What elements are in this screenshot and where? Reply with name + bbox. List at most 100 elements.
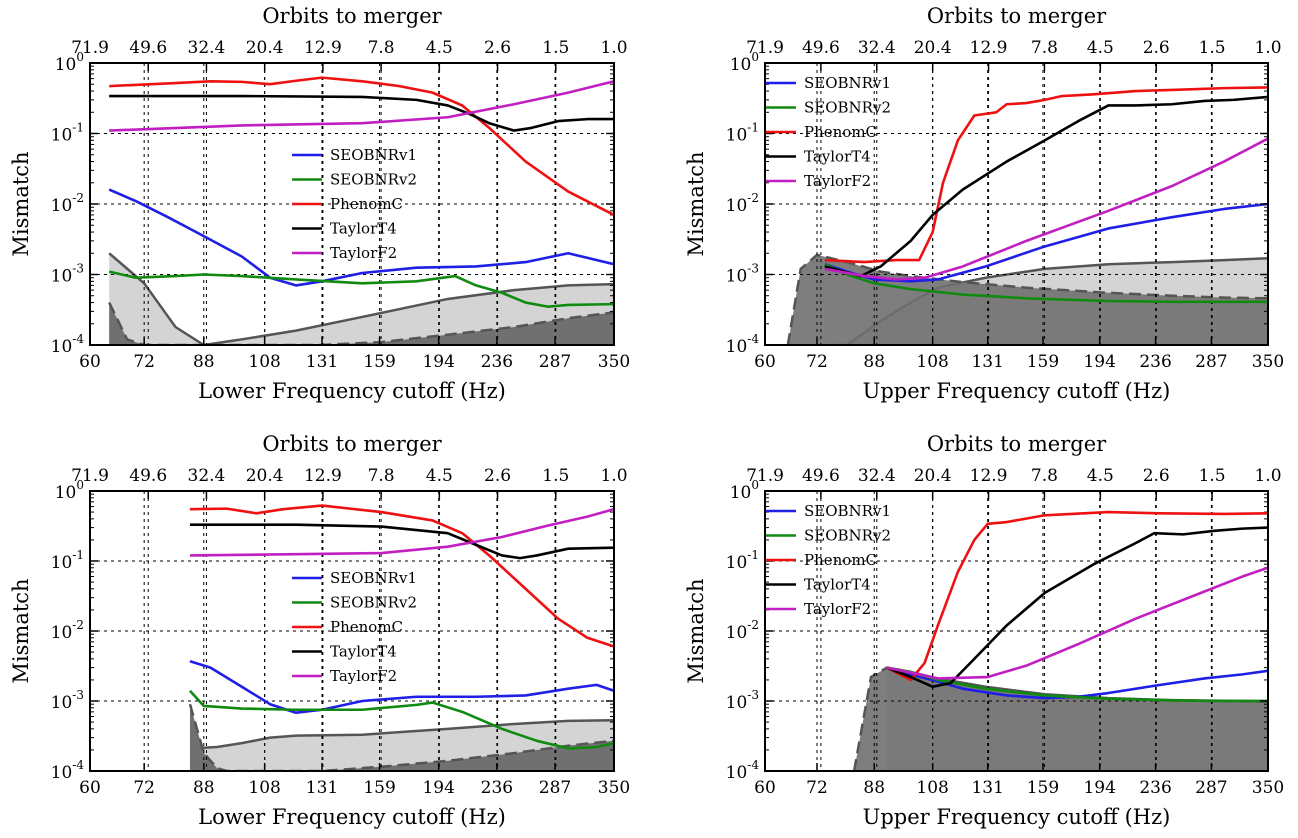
top-tick-label: 32.4: [858, 38, 896, 58]
x-tick-label: 350: [1252, 352, 1284, 372]
x-tick-label: 60: [79, 778, 101, 798]
band-dark-area: [109, 302, 614, 345]
legend-label: SEOBNRv1: [330, 146, 417, 164]
top-tick-label: 12.9: [970, 466, 1008, 486]
band-dark-edge: [108, 302, 614, 345]
top-tick-label: 7.8: [368, 38, 395, 58]
top-tick-label: 32.4: [188, 466, 226, 486]
x-tick-label: 159: [363, 778, 395, 798]
band-light-edge: [189, 719, 614, 750]
y-tick-label: 10-2: [726, 191, 759, 216]
x-tick-label: 236: [481, 778, 513, 798]
series-line-taylort4: [886, 526, 1268, 689]
top-axis-title: Orbits to merger: [262, 4, 442, 28]
legend-label: TaylorT4: [330, 220, 397, 238]
x-tick-label: 287: [539, 778, 571, 798]
grid: [765, 63, 1268, 345]
top-tick-label: 20.4: [246, 466, 284, 486]
top-tick-label: 12.9: [304, 466, 342, 486]
x-axis-title: Upper Frequency cutoff (Hz): [863, 805, 1171, 829]
series-lines: [108, 76, 614, 308]
series-line-taylort4: [189, 523, 614, 560]
x-tick-label: 194: [422, 352, 454, 372]
y-tick-label: 10-2: [726, 618, 759, 643]
x-tick-label: 236: [481, 352, 513, 372]
panel-top-left: 60 72 88 108 131 159 194 236 287 350 71.9 49.6 32.4 2…: [9, 4, 630, 403]
x-tick-label: 88: [863, 778, 885, 798]
top-tick-label: 1.5: [1199, 38, 1226, 58]
band-dark-edge: [188, 703, 614, 771]
x-tick-label: 88: [863, 352, 885, 372]
series-line-phenomc: [824, 86, 1268, 264]
x-axis-title: Upper Frequency cutoff (Hz): [863, 379, 1171, 403]
x-tick-label: 108: [916, 352, 948, 372]
top-tick-label: 2.6: [484, 38, 511, 58]
x-tick-label: 72: [133, 352, 155, 372]
legend-label: TaylorT4: [804, 148, 871, 166]
top-tick-label: 12.9: [304, 38, 342, 58]
x-tick-label: 108: [916, 778, 948, 798]
y-axis-title: Mismatch: [9, 151, 33, 256]
y-tick-label: 10-3: [726, 688, 759, 713]
top-tick-label: 32.4: [858, 466, 896, 486]
series-line-taylorf2: [109, 80, 614, 132]
top-tick-label: 49.6: [129, 466, 167, 486]
band-light-edge: [108, 252, 614, 345]
uncertainty-bands: [852, 666, 1268, 771]
series-line-taylort4: [824, 95, 1268, 278]
x-tick-label: 131: [306, 352, 338, 372]
x-tick-label: 108: [248, 352, 280, 372]
top-tick-label: 49.6: [802, 466, 840, 486]
x-tick-label: 131: [306, 778, 338, 798]
series-line-taylorf2: [886, 566, 1268, 680]
top-tick-label: 1.0: [1254, 38, 1281, 58]
series-line-seobnrv2: [824, 263, 1268, 304]
uncertainty-bands: [108, 252, 614, 345]
legend-label: TaylorT4: [330, 643, 397, 661]
y-tick-label: 10-1: [726, 121, 759, 146]
x-tick-label: 159: [363, 352, 395, 372]
series-line-seobnrv1: [108, 188, 614, 287]
x-tick-label: 159: [1027, 778, 1059, 798]
grid: [765, 491, 1268, 771]
top-tick-label: 7.8: [1031, 466, 1058, 486]
top-tick-label: 4.5: [1087, 38, 1114, 58]
legend: SEOBNRv1 SEOBNRv2 PhenomC TaylorT4 TaylorF2: [766, 502, 891, 618]
y-tick-label: 10-3: [726, 262, 759, 287]
legend-label: SEOBNRv2: [330, 171, 417, 189]
top-tick-label: 71.9: [746, 38, 784, 58]
series-lines: [824, 86, 1268, 304]
x-tick-label: 72: [806, 352, 828, 372]
x-tick-label: 287: [1195, 352, 1227, 372]
top-tick-label: 49.6: [802, 38, 840, 58]
x-tick-label: 60: [754, 778, 776, 798]
x-tick-label: 236: [1139, 778, 1171, 798]
legend-label: SEOBNRv1: [330, 569, 417, 587]
series-line-taylort4: [109, 94, 614, 132]
y-axis-title: Mismatch: [684, 578, 708, 683]
top-tick-label: 1.0: [600, 38, 627, 58]
y-tick-label: 10-4: [726, 332, 760, 357]
legend-label: TaylorF2: [804, 172, 871, 190]
legend-label: SEOBNRv2: [804, 527, 891, 545]
x-tick-label: 194: [1083, 352, 1115, 372]
band-dark-area: [787, 254, 1268, 345]
y-tick-label: 10-3: [51, 688, 84, 713]
x-tick-label: 131: [971, 352, 1003, 372]
legend-label: PhenomC: [804, 123, 877, 141]
top-tick-label: 20.4: [914, 38, 952, 58]
top-tick-label: 12.9: [970, 38, 1008, 58]
series-line-seobnrv2: [189, 689, 614, 750]
x-tick-label: 350: [1252, 778, 1284, 798]
top-tick-label: 7.8: [368, 466, 395, 486]
y-axis-title: Mismatch: [684, 151, 708, 256]
uncertainty-bands: [786, 253, 1268, 345]
top-tick-label: 20.4: [246, 38, 284, 58]
top-tick-label: 71.9: [71, 466, 109, 486]
x-tick-label: 194: [422, 778, 454, 798]
series-line-phenomc: [109, 76, 614, 217]
top-tick-label: 1.5: [542, 38, 569, 58]
y-tick-label: 10-4: [726, 758, 760, 783]
top-tick-label: 4.5: [1087, 466, 1114, 486]
grid: [90, 491, 614, 771]
